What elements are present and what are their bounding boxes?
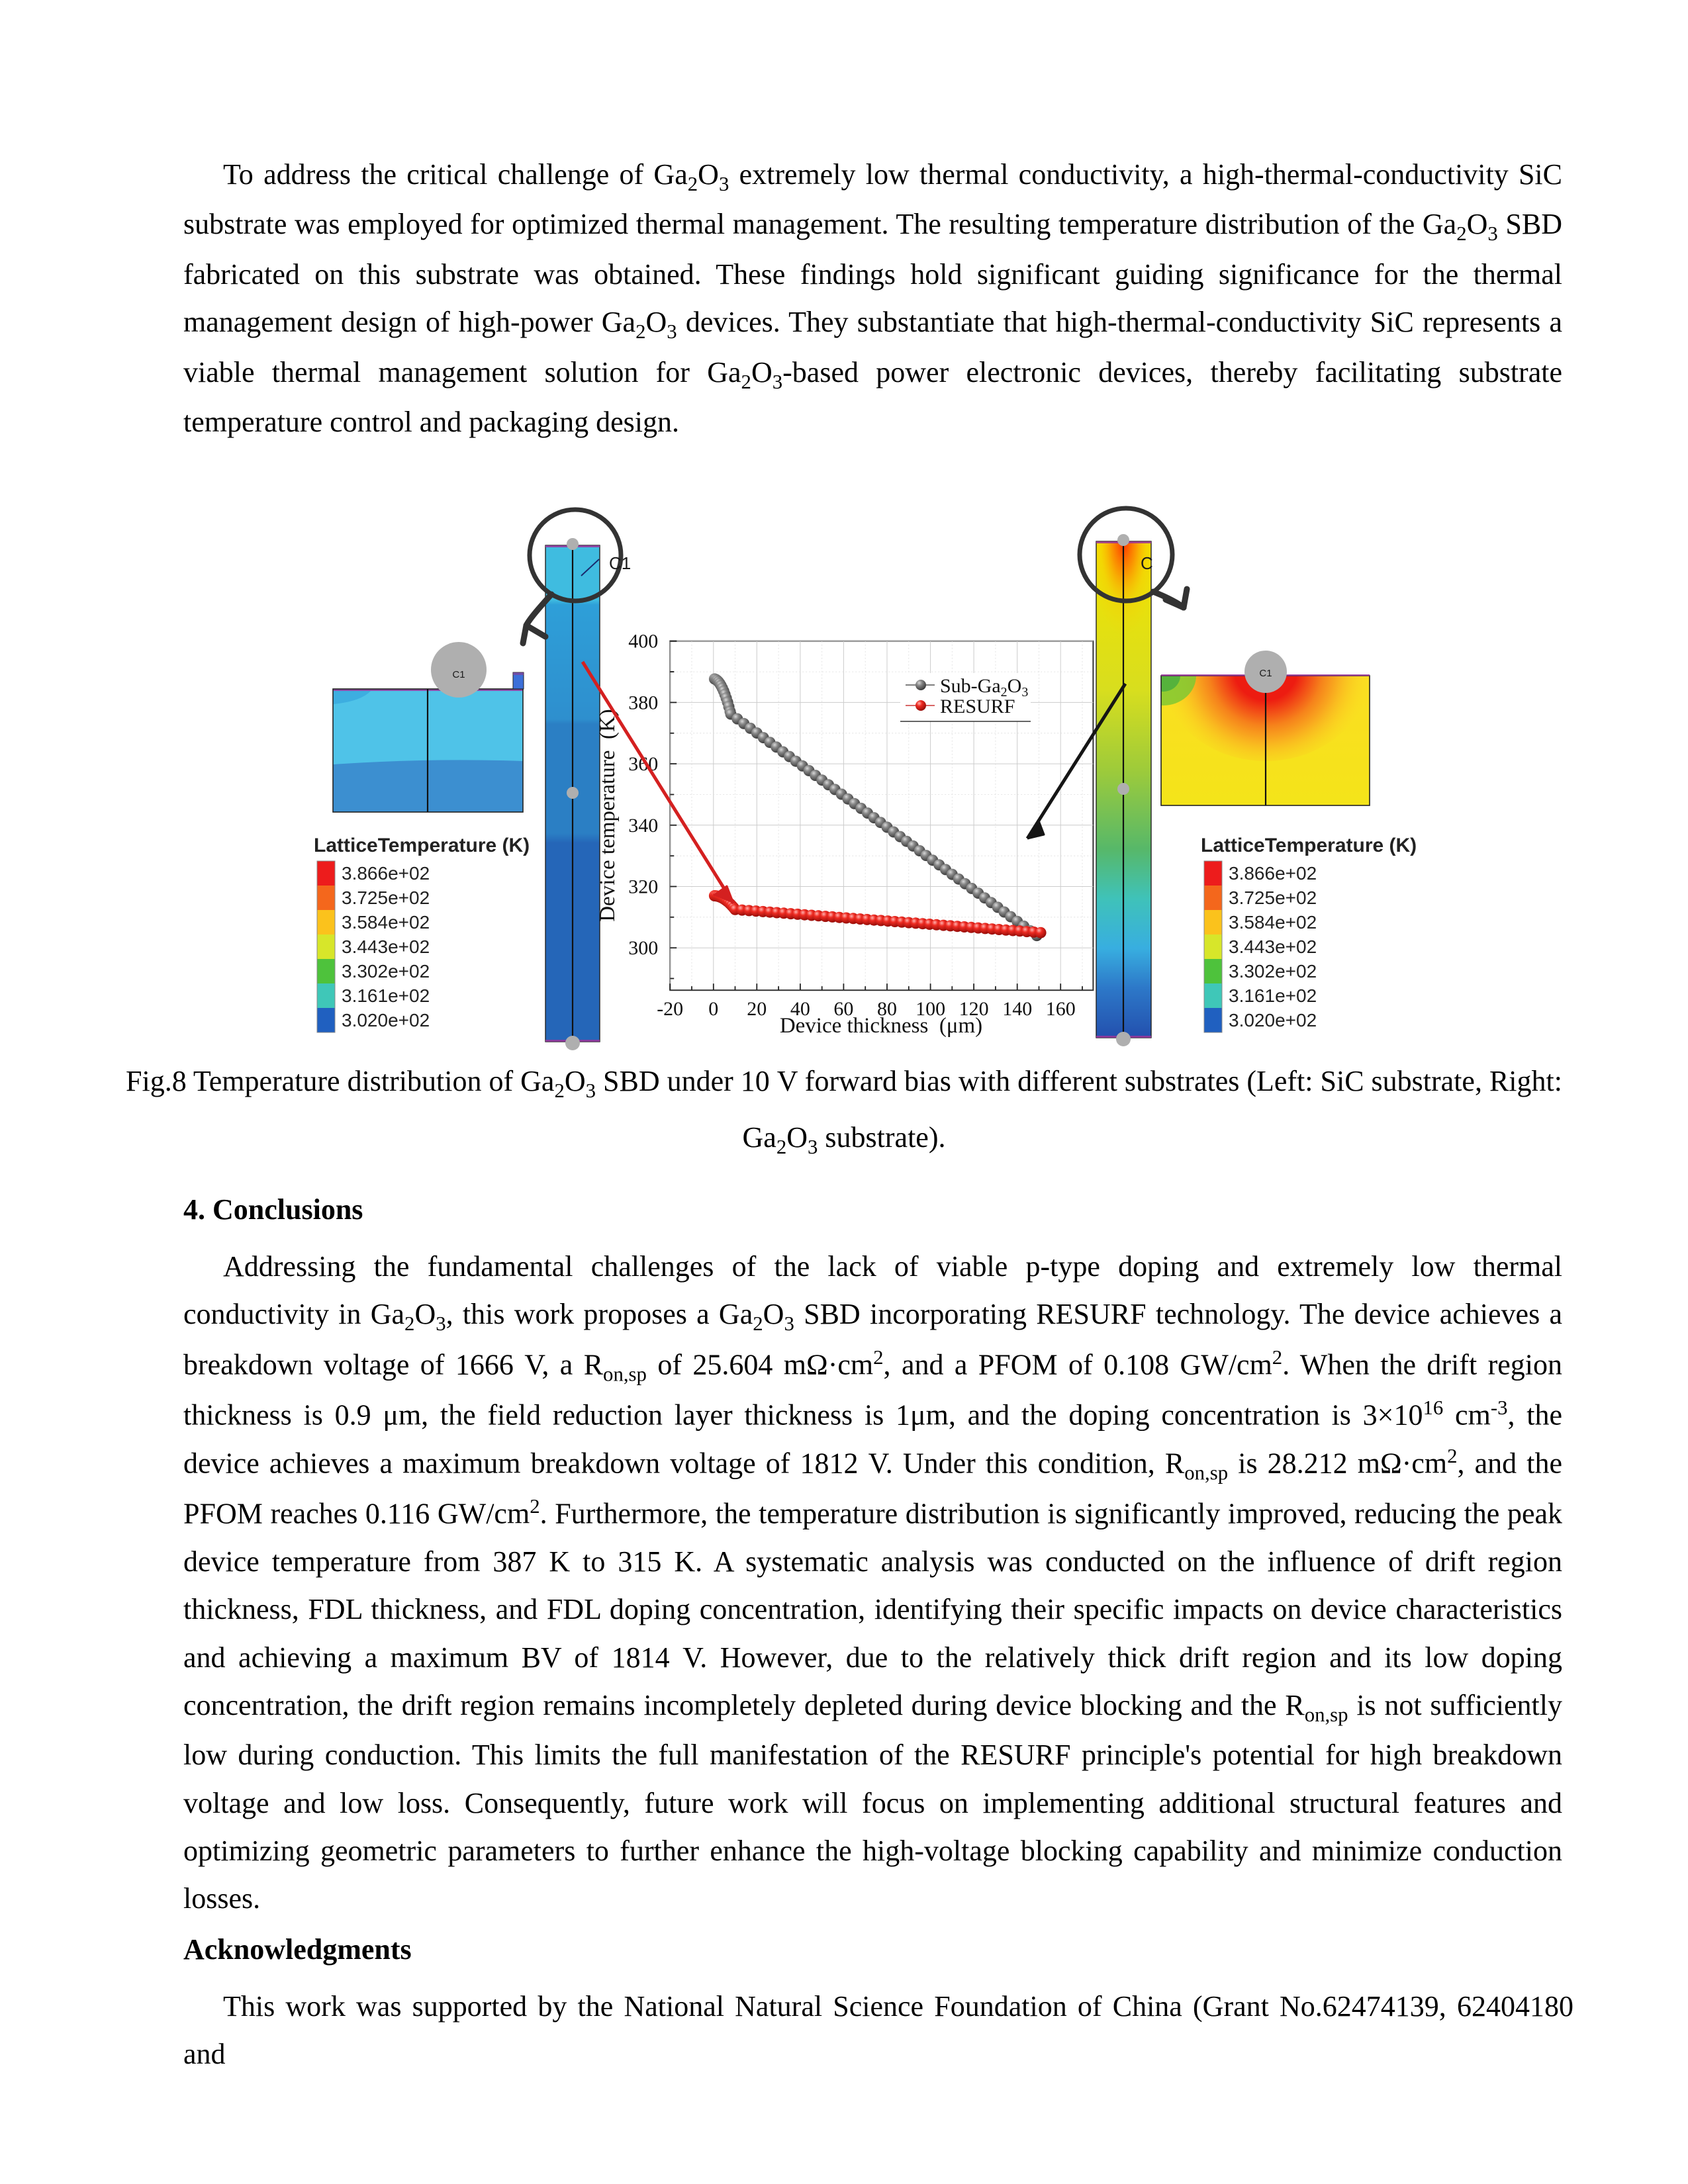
svg-text:3.161e+02: 3.161e+02 [1229,985,1317,1006]
svg-text:20: 20 [747,998,767,1020]
svg-text:300: 300 [628,937,658,959]
svg-text:LatticeTemperature (K): LatticeTemperature (K) [314,835,530,856]
svg-text:-20: -20 [657,998,683,1020]
svg-text:Device thickness (μm): Device thickness (μm) [780,1014,982,1038]
svg-text:3.725e+02: 3.725e+02 [1229,887,1317,908]
svg-text:3.161e+02: 3.161e+02 [342,985,430,1006]
svg-text:3.866e+02: 3.866e+02 [342,863,430,884]
svg-text:3.302e+02: 3.302e+02 [342,961,430,981]
svg-text:3.443e+02: 3.443e+02 [1229,936,1317,957]
svg-text:3.725e+02: 3.725e+02 [342,887,430,908]
svg-text:LatticeTemperature (K): LatticeTemperature (K) [1201,835,1417,856]
svg-text:400: 400 [628,631,658,653]
svg-text:C1: C1 [452,669,465,680]
svg-text:3.443e+02: 3.443e+02 [342,936,430,957]
svg-text:320: 320 [628,876,658,898]
svg-text:340: 340 [628,815,658,837]
svg-text:C1: C1 [1259,668,1272,679]
svg-text:3.302e+02: 3.302e+02 [1229,961,1317,981]
svg-text:RESURF: RESURF [940,696,1015,717]
svg-text:Device temperature (K): Device temperature (K) [596,709,620,922]
svg-text:140: 140 [1002,998,1032,1020]
svg-text:3.584e+02: 3.584e+02 [1229,912,1317,933]
svg-text:C1: C1 [609,553,631,573]
svg-text:3.584e+02: 3.584e+02 [342,912,430,933]
svg-text:0: 0 [708,998,718,1020]
svg-text:160: 160 [1046,998,1076,1020]
svg-text:3.866e+02: 3.866e+02 [1229,863,1317,884]
svg-text:380: 380 [628,692,658,713]
svg-text:3.020e+02: 3.020e+02 [342,1010,430,1030]
svg-text:3.020e+02: 3.020e+02 [1229,1010,1317,1030]
svg-text:C: C [1141,553,1153,573]
